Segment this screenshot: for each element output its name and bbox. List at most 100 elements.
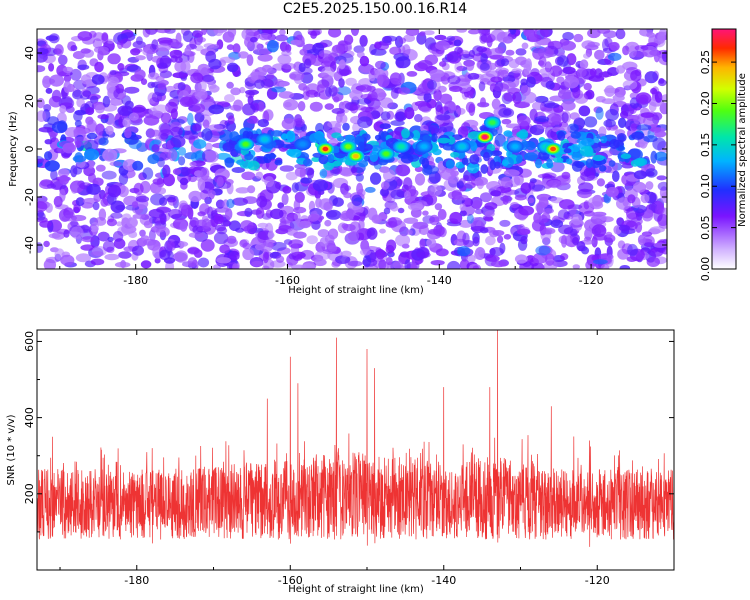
heatmap-cell (573, 33, 584, 43)
heatmap-cell (286, 130, 296, 142)
heatmap-cell (407, 202, 424, 211)
heatmap-cell (135, 195, 150, 203)
heatmap-cell (401, 128, 410, 139)
heatmap-cell (376, 248, 385, 260)
heatmap-cell (241, 171, 256, 181)
heatmap-cell (297, 220, 312, 229)
heatmap-cell (489, 247, 504, 257)
y-tick-label: 400 (23, 407, 36, 428)
heatmap-cell (106, 218, 117, 227)
heatmap-cell (180, 60, 191, 73)
heatmap-cell (546, 113, 562, 126)
heatmap-cell (179, 177, 189, 186)
heatmap-cell (81, 236, 95, 243)
heatmap-cell (51, 89, 62, 103)
heatmap-cell (520, 182, 532, 194)
heatmap-cell (652, 137, 666, 151)
heatmap-cell (364, 186, 376, 193)
snr-x-ticks: -180 -160 -140 -120 (59, 330, 675, 587)
heatmap-cell (492, 230, 505, 236)
heatmap-cell (307, 168, 314, 180)
heatmap-cell (167, 148, 178, 162)
heatmap-cell (562, 31, 574, 41)
heatmap-cell (357, 141, 365, 152)
heatmap-cell (472, 200, 482, 210)
heatmap-cell (503, 169, 520, 177)
heatmap-cell (227, 62, 239, 73)
heatmap-cell (569, 112, 580, 120)
heatmap-cell (541, 122, 556, 128)
heatmap-cell (257, 119, 269, 128)
heatmap-cell (155, 75, 165, 82)
heatmap-cell (246, 54, 254, 66)
heatmap-cell (226, 44, 235, 51)
heatmap-cell (246, 41, 262, 52)
heatmap-cell (228, 220, 241, 231)
heatmap-cell (468, 29, 480, 35)
x-tick-label: -180 (124, 574, 149, 587)
heatmap-cell (327, 153, 335, 163)
heatmap-hotspot (322, 146, 329, 152)
heatmap-cell (572, 264, 580, 269)
heatmap-cell (104, 253, 120, 261)
heatmap-cell (657, 181, 667, 191)
heatmap-cell (76, 97, 85, 108)
heatmap-cell (405, 29, 417, 36)
heatmap-cell (494, 46, 505, 54)
heatmap-cell (190, 72, 204, 84)
heatmap-cell (314, 250, 331, 261)
heatmap-cell (615, 65, 626, 74)
heatmap-cell (246, 118, 260, 124)
heatmap-cell (190, 151, 206, 164)
heatmap-cell (230, 87, 241, 96)
heatmap-cell (468, 103, 476, 116)
heatmap-cell (49, 74, 64, 87)
heatmap-cell (70, 220, 79, 227)
heatmap-cell (207, 82, 217, 89)
heatmap-cell (560, 100, 576, 111)
heatmap-cell (156, 43, 171, 52)
heatmap-cell (505, 123, 522, 129)
heatmap-cell (431, 133, 438, 143)
x-tick-label: -140 (427, 274, 452, 287)
heatmap-cell (419, 31, 426, 37)
heatmap-cell (277, 54, 292, 65)
heatmap-cell (197, 257, 210, 268)
heatmap-cell (48, 33, 60, 44)
heatmap-cell (448, 101, 456, 114)
heatmap-cell (618, 117, 627, 128)
heatmap-cell (511, 68, 523, 74)
heatmap-cell (72, 155, 87, 163)
heatmap-cell (523, 63, 531, 76)
heatmap-cell (251, 260, 264, 267)
heatmap-cell (51, 221, 59, 232)
heatmap-cell (118, 92, 126, 100)
heatmap-cell (184, 46, 192, 56)
heatmap-cell (605, 109, 619, 121)
heatmap-cell (418, 225, 430, 236)
heatmap-cell (235, 187, 250, 194)
heatmap-cell (469, 154, 480, 165)
x-tick-label: -120 (585, 574, 610, 587)
y-tick-label: -20 (23, 188, 36, 206)
heatmap-cell (426, 238, 437, 248)
heatmap-cell (266, 40, 279, 53)
heatmap-hotspot (383, 151, 390, 156)
heatmap-cell (202, 119, 210, 129)
heatmap-cell (178, 156, 186, 166)
heatmap-cell (591, 236, 598, 248)
heatmap-cell (350, 29, 360, 36)
heatmap-cell (181, 166, 191, 176)
heatmap-cell (600, 264, 610, 269)
heatmap-cell (605, 231, 613, 238)
heatmap-cell (87, 159, 95, 169)
heatmap-cell (622, 45, 630, 56)
heatmap-cell (370, 110, 381, 120)
heatmap-cell (97, 50, 104, 61)
heatmap-cell (414, 114, 423, 123)
heatmap-cell (275, 34, 289, 42)
heatmap-cell (285, 171, 298, 181)
heatmap-cell (358, 84, 372, 93)
heatmap-cell (430, 128, 442, 135)
heatmap-cell (335, 113, 343, 124)
